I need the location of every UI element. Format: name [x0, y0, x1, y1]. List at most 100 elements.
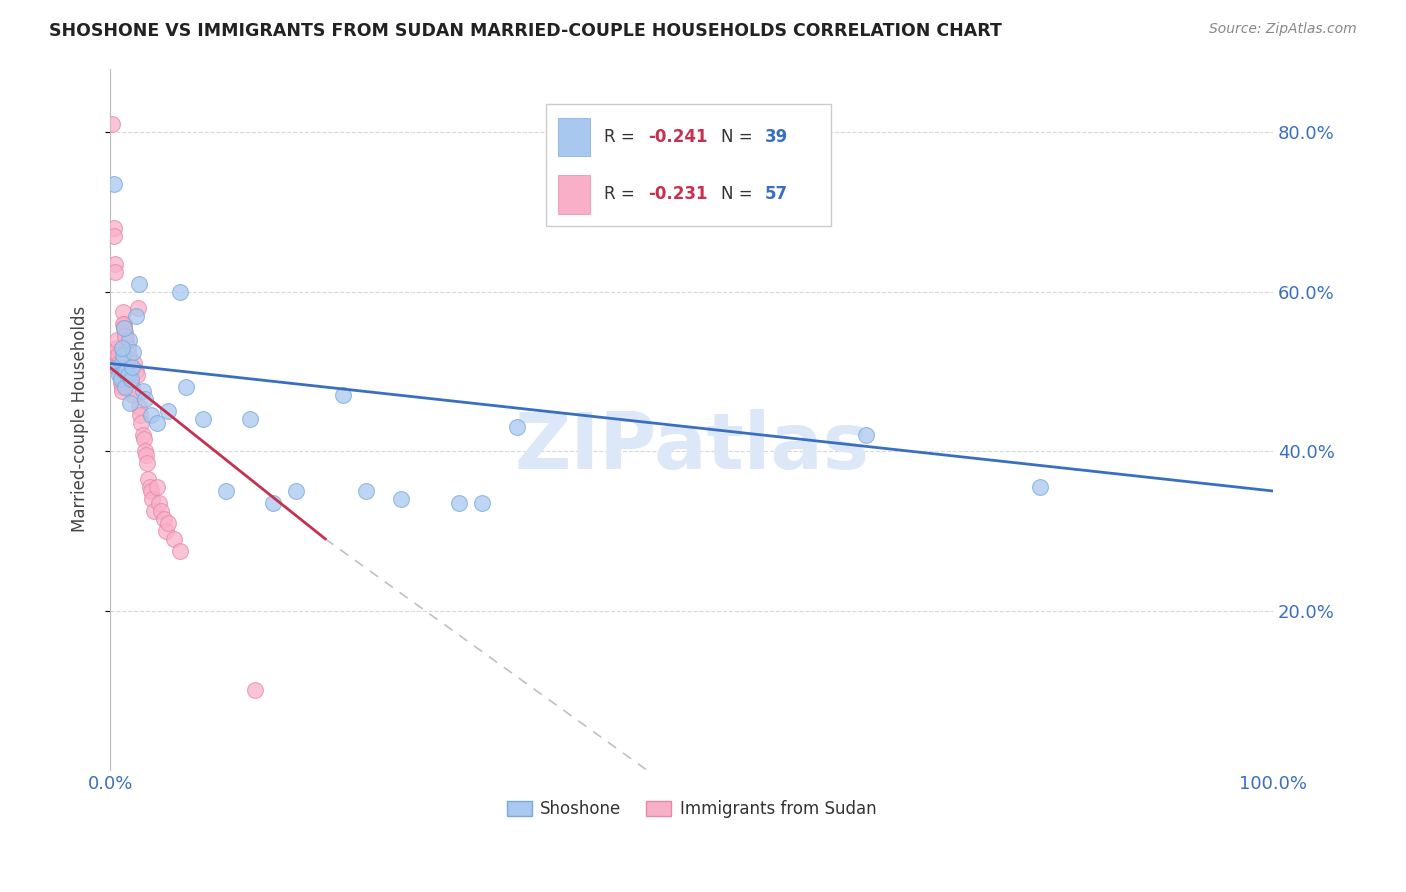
Point	[112, 317, 135, 331]
Point	[128, 401, 150, 415]
Point	[1029, 480, 1052, 494]
Point	[122, 388, 145, 402]
Point	[129, 409, 152, 423]
Point	[117, 341, 139, 355]
Point	[105, 333, 128, 347]
Point	[145, 416, 167, 430]
Point	[118, 396, 141, 410]
Point	[112, 320, 135, 334]
Text: N =: N =	[721, 186, 758, 203]
Point	[111, 356, 134, 370]
Point	[150, 504, 173, 518]
Point	[110, 368, 132, 383]
Point	[354, 483, 377, 498]
Point	[134, 392, 156, 407]
Point	[169, 285, 191, 299]
Point	[124, 309, 146, 323]
Point	[132, 432, 155, 446]
Point	[124, 364, 146, 378]
Point	[471, 496, 494, 510]
Point	[157, 516, 180, 530]
Point	[136, 456, 159, 470]
Point	[110, 376, 132, 391]
Point	[139, 483, 162, 498]
Point	[115, 364, 138, 378]
Point	[114, 328, 136, 343]
Point	[135, 448, 157, 462]
Point	[112, 364, 135, 378]
Point	[111, 341, 134, 355]
Point	[262, 496, 284, 510]
Point	[128, 277, 150, 291]
Point	[163, 532, 186, 546]
Point	[104, 265, 127, 279]
Point	[145, 480, 167, 494]
Point	[101, 117, 124, 131]
Point	[107, 349, 129, 363]
Text: Source: ZipAtlas.com: Source: ZipAtlas.com	[1209, 22, 1357, 37]
Point	[143, 504, 166, 518]
Point	[141, 491, 163, 506]
Point	[112, 320, 135, 334]
Point	[152, 512, 174, 526]
Point	[103, 228, 125, 243]
Point	[122, 344, 145, 359]
Point	[124, 356, 146, 370]
Point	[120, 372, 142, 386]
Point	[118, 333, 141, 347]
Text: N =: N =	[721, 128, 758, 146]
Point	[114, 380, 136, 394]
FancyBboxPatch shape	[546, 103, 831, 227]
Y-axis label: Married-couple Households: Married-couple Households	[72, 306, 89, 533]
Point	[157, 404, 180, 418]
Point	[104, 257, 127, 271]
Point	[111, 304, 134, 318]
Point	[125, 368, 148, 383]
Point	[118, 349, 141, 363]
Point	[105, 341, 128, 355]
Point	[104, 344, 127, 359]
Point	[121, 380, 143, 394]
Text: R =: R =	[605, 128, 640, 146]
Text: SHOSHONE VS IMMIGRANTS FROM SUDAN MARRIED-COUPLE HOUSEHOLDS CORRELATION CHART: SHOSHONE VS IMMIGRANTS FROM SUDAN MARRIE…	[49, 22, 1002, 40]
Point	[245, 683, 267, 698]
Text: R =: R =	[605, 186, 640, 203]
Text: -0.231: -0.231	[648, 186, 709, 203]
Point	[855, 428, 877, 442]
Point	[103, 221, 125, 235]
Bar	[558, 175, 591, 214]
Point	[332, 388, 354, 402]
Point	[148, 496, 170, 510]
Point	[110, 372, 132, 386]
Legend: Shoshone, Immigrants from Sudan: Shoshone, Immigrants from Sudan	[501, 794, 883, 825]
Point	[169, 543, 191, 558]
Point	[120, 372, 142, 386]
Point	[117, 368, 139, 383]
Point	[111, 317, 134, 331]
Point	[506, 420, 529, 434]
Point	[285, 483, 308, 498]
Point	[239, 412, 262, 426]
Point	[108, 356, 131, 370]
Point	[108, 356, 131, 370]
Point	[127, 301, 149, 315]
Point	[155, 524, 177, 538]
Point	[111, 380, 134, 394]
Text: ZIPatlas: ZIPatlas	[515, 409, 869, 485]
Point	[131, 384, 153, 399]
Point	[118, 360, 141, 375]
Point	[108, 368, 131, 383]
Point	[191, 412, 214, 426]
Point	[105, 360, 128, 375]
Point	[131, 416, 153, 430]
Point	[104, 360, 127, 375]
Point	[139, 409, 162, 423]
Point	[447, 496, 470, 510]
Point	[389, 491, 412, 506]
Text: -0.241: -0.241	[648, 128, 709, 146]
Point	[131, 428, 153, 442]
Point	[134, 444, 156, 458]
Text: 57: 57	[765, 186, 787, 203]
Point	[111, 349, 134, 363]
Point	[174, 380, 197, 394]
